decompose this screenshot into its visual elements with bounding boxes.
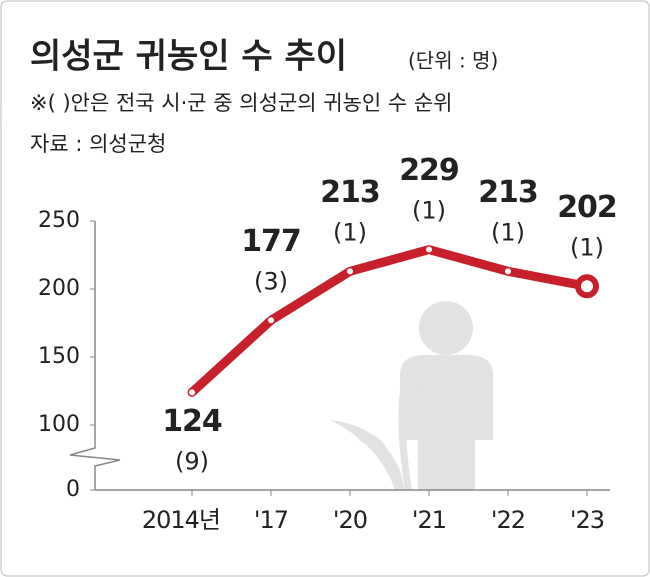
x-tick-label: '17: [254, 506, 288, 534]
rank-label: (1): [412, 197, 446, 225]
note: ※( )안은 전국 시·군 중 의성군의 귀농인 수 순위: [30, 91, 453, 115]
point: [268, 317, 274, 324]
value-label: 213: [320, 175, 380, 210]
y-tick-label: 100: [38, 412, 80, 437]
chart-title: 의성군 귀농인 수 추이: [30, 37, 347, 77]
value-label: 229: [399, 153, 459, 188]
rank-label: (9): [175, 447, 209, 475]
source: 자료 : 의성군청: [30, 132, 166, 156]
value-label: 124: [162, 404, 222, 439]
rank-label: (1): [333, 218, 367, 246]
y-tick-label: 150: [38, 344, 80, 369]
point: [426, 246, 432, 253]
y-axis: [69, 221, 121, 490]
point: [189, 389, 195, 396]
x-tick-label: '22: [491, 506, 525, 534]
value-label: 213: [478, 175, 538, 210]
x-tick-label: '20: [333, 506, 367, 534]
x-tick-label: '21: [412, 506, 446, 534]
y-tick-label: 0: [66, 477, 80, 502]
point: [347, 268, 353, 275]
y-tick-label: 200: [38, 276, 80, 301]
silhouette: [330, 301, 493, 490]
x-tick-label: '23: [570, 506, 604, 534]
rank-label: (1): [491, 218, 525, 246]
point: [505, 268, 511, 275]
value-label: 177: [241, 224, 301, 259]
point: [575, 274, 599, 299]
line: [187, 245, 592, 397]
value-label: 202: [557, 190, 617, 225]
rank-label: (3): [254, 267, 288, 295]
y-tick-label: 250: [38, 208, 80, 233]
rank-label: (1): [570, 233, 604, 261]
x-tick-label: 2014년: [142, 506, 220, 534]
unit: (단위 : 명): [408, 49, 498, 73]
